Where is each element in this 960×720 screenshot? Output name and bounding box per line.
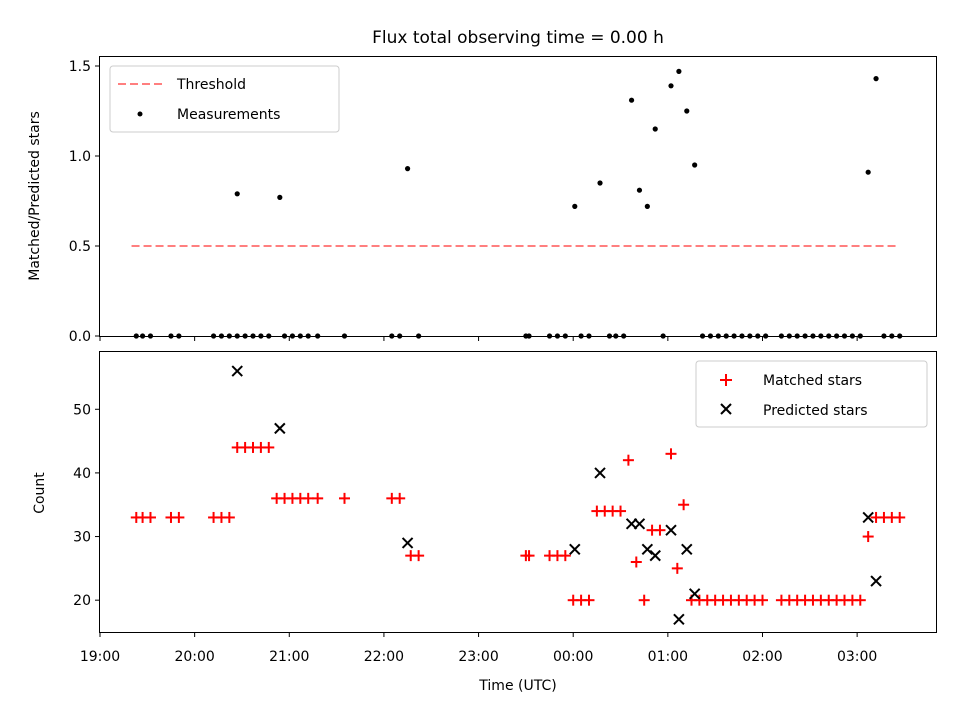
x-tick-label: 22:00 — [364, 649, 404, 665]
y-tick-label: 0.5 — [69, 239, 91, 255]
x-tick-label: 20:00 — [174, 649, 214, 665]
legend-matched-swatch — [720, 374, 732, 386]
y-tick-label: 1.0 — [69, 149, 91, 165]
measurement-point — [234, 191, 240, 197]
predicted-star-point — [594, 467, 606, 479]
matched-star-point — [312, 492, 324, 504]
matched-star-point — [223, 511, 235, 523]
matched-star-point — [678, 499, 690, 511]
predicted-star-point — [870, 575, 882, 587]
measurement-point — [597, 180, 603, 186]
predicted-star-point — [688, 588, 701, 600]
matched-star-point — [638, 594, 650, 606]
matched-star-point — [756, 594, 768, 606]
predicted-star-point — [401, 537, 414, 549]
measurement-point — [652, 126, 658, 132]
measurement-point — [865, 169, 871, 175]
matched-star-point — [854, 594, 866, 606]
y-axis-label-ratio: Matched/Predicted stars — [27, 111, 43, 281]
y-tick-label: 0.0 — [69, 329, 91, 345]
legend-measurements-label: Measurements — [177, 107, 280, 123]
legend-measurements-swatch — [137, 111, 143, 117]
matched-star-point — [302, 492, 314, 504]
matched-star-point — [338, 492, 350, 504]
x-tick-label: 19:00 — [80, 649, 120, 665]
legend-predicted-label: Predicted stars — [763, 403, 868, 419]
x-tick-label: 21:00 — [269, 649, 309, 665]
y-tick-label: 50 — [73, 402, 91, 418]
measurement-point — [873, 76, 879, 82]
x-tick-label: 00:00 — [553, 649, 593, 665]
measurement-point — [668, 83, 674, 89]
count-plot-frame — [99, 351, 937, 633]
predicted-star-point — [862, 511, 874, 524]
predicted-star-point — [569, 543, 581, 555]
measurement-point — [277, 194, 283, 200]
matched-star-point — [630, 556, 642, 568]
count-panel: Count Time (UTC) 20 30 40 50 19:00 20:00 21:0… — [32, 351, 937, 694]
matched-star-point — [622, 454, 634, 466]
ratio-plot-frame — [99, 56, 937, 337]
y-tick-label: 40 — [73, 466, 91, 482]
measurement-point — [692, 162, 698, 168]
x-axis-label: Time (UTC) — [478, 678, 556, 694]
predicted-star-point — [673, 613, 685, 625]
y-tick-label: 30 — [73, 530, 91, 546]
y-tick-label: 20 — [73, 593, 91, 609]
matched-star-point — [523, 550, 535, 562]
matched-star-point — [144, 511, 156, 523]
measurement-point — [404, 166, 411, 172]
matched-star-point — [559, 550, 571, 562]
matched-star-point — [894, 511, 906, 523]
measurement-point — [572, 203, 578, 209]
ratio-legend: Threshold Measurements — [109, 65, 340, 133]
matched-star-point — [583, 594, 595, 606]
predicted-star-point — [274, 422, 286, 435]
matched-star-point — [263, 441, 275, 453]
matched-star-point — [615, 505, 627, 517]
predicted-star-point — [231, 365, 243, 377]
measurement-point — [684, 108, 690, 114]
x-tick-label: 01:00 — [648, 649, 688, 665]
y-tick-label: 1.5 — [69, 59, 91, 75]
predicted-star-point — [665, 524, 677, 536]
measurement-point — [628, 97, 635, 103]
matched-star-point — [862, 531, 874, 543]
predicted-star-point — [649, 549, 661, 562]
x-tick-label: 02:00 — [742, 649, 782, 665]
predicted-star-point — [633, 518, 646, 530]
legend-predicted-swatch — [720, 403, 732, 415]
matched-star-point — [413, 550, 425, 562]
matched-star-point — [671, 562, 683, 574]
chart-title: Flux total observing time = 0.00 h — [372, 28, 664, 48]
y-axis-label-count: Count — [32, 472, 48, 514]
predicted-star-point — [681, 543, 693, 555]
x-tick-label: 23:00 — [458, 649, 498, 665]
measurement-point — [644, 203, 650, 209]
matched-star-point — [173, 511, 185, 523]
measurement-point — [676, 68, 682, 74]
measurement-point — [636, 187, 643, 193]
matched-star-point — [665, 448, 677, 460]
matched-star-point — [654, 524, 666, 536]
ratio-panel: Flux total observing time = 0.00 h Match… — [27, 28, 937, 345]
predicted-star-point — [641, 543, 654, 555]
x-tick-label: 03:00 — [837, 649, 877, 665]
count-legend: Matched stars Predicted stars — [695, 360, 928, 428]
matched-star-point — [394, 492, 406, 504]
legend-matched-label: Matched stars — [763, 373, 862, 389]
legend-threshold-label: Threshold — [176, 77, 246, 93]
